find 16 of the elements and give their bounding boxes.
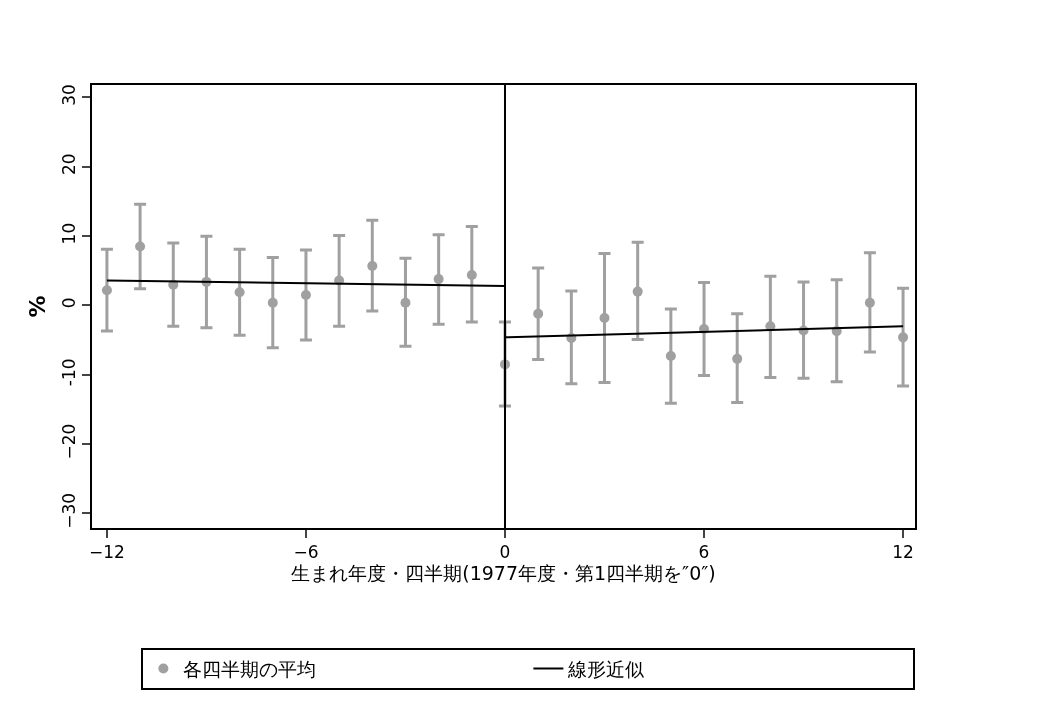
y-tick-label: −30 xyxy=(59,492,80,529)
y-axis-title: % xyxy=(24,295,50,318)
y-tick-label: -10 xyxy=(59,358,80,387)
x-tick-label: −6 xyxy=(293,542,319,563)
legend-label: 各四半期の平均 xyxy=(183,657,317,680)
y-tick-label: 30 xyxy=(59,84,80,106)
x-tick-label: −12 xyxy=(88,542,125,563)
legend-label: 線形近似 xyxy=(567,657,645,680)
x-tick-label: 12 xyxy=(892,542,914,563)
x-tick-label: 0 xyxy=(499,542,511,563)
x-tick-label: 6 xyxy=(698,542,710,563)
y-tick-label: −20 xyxy=(59,423,80,460)
y-tick-label: 0 xyxy=(59,297,80,309)
y-tick-label: 10 xyxy=(59,222,80,245)
x-axis-title: 生まれ年度・四半期(1977年度・第1四半期を″0″) xyxy=(291,562,716,585)
y-tick-label: 20 xyxy=(59,153,80,176)
